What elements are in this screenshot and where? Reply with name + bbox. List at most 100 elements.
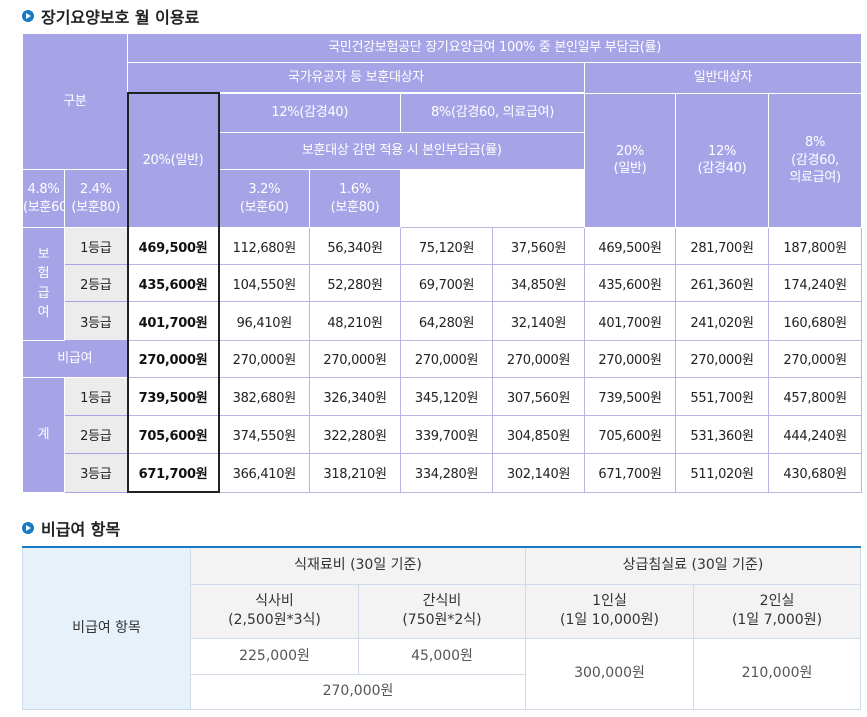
value-cell: 104,550원 [218, 264, 311, 303]
value-cell: 382,680원 [218, 376, 311, 417]
value-cell: 270,000원 [492, 339, 586, 378]
header-gen-12: 12% (감경40) [675, 92, 770, 229]
single-room-header: 1인실 (1일 10,000원) [525, 583, 694, 639]
value-cell: 339,700원 [400, 415, 494, 455]
value-cell: 531,360원 [675, 415, 770, 455]
value-cell: 374,550원 [218, 415, 311, 455]
value-cell: 75,120원 [400, 227, 494, 266]
value-cell: 705,600원 [126, 415, 220, 455]
value-cell: 326,340원 [309, 376, 402, 417]
table-row: 계 1등급 739,500원 382,680원 326,340원 345,120… [22, 376, 863, 493]
value-cell: 435,600원 [126, 264, 220, 303]
monthly-fee-table: 구분 국민건강보험공단 장기요양급여 100% 중 본인일부 부담금(률) 국가… [21, 32, 863, 494]
value-cell: 37,560원 [492, 227, 586, 266]
header-1-6: 1.6% (보훈80) [309, 169, 402, 229]
value-cell: 241,020원 [675, 301, 770, 341]
header-general: 일반대상자 [584, 61, 863, 94]
value-cell: 739,500원 [584, 376, 677, 417]
total-label: 계 [22, 376, 65, 493]
single-room-value: 300,000원 [525, 637, 694, 711]
non-benefit-table: 비급여 항목 식재료비 (30일 기준) 상급침실료 (30일 기준) 식사비(… [22, 546, 861, 711]
value-cell: 334,280원 [400, 453, 494, 493]
header-20-general: 20%(일반) [126, 92, 220, 229]
value-cell: 160,680원 [768, 301, 863, 341]
value-cell: 307,560원 [492, 376, 586, 417]
header-veterans: 국가유공자 등 보훈대상자 [127, 61, 586, 94]
value-cell: 261,360원 [675, 264, 770, 303]
header-veteran-reduction: 보훈대상 감면 적용 시 본인부담금(률) [218, 132, 586, 171]
header-gubun: 구분 [21, 32, 129, 171]
header-8-reduction: 8%(감경60, 의료급여) [400, 92, 586, 134]
grade-label: 3등급 [63, 301, 129, 341]
value-cell: 56,340원 [309, 227, 402, 266]
value-cell: 345,120원 [400, 376, 494, 417]
value-cell: 322,280원 [309, 415, 402, 455]
value-cell: 270,000원 [126, 339, 220, 378]
arrow-bullet-icon [22, 10, 34, 22]
table-row: 3등급 401,700원 96,410원 48,210원 64,280원 32,… [23, 301, 863, 341]
non-benefit-row-header: 비급여 항목 [22, 546, 191, 710]
header-gen-8: 8% (감경60, 의료급여) [768, 92, 863, 229]
value-cell: 69,700원 [400, 264, 494, 303]
grade-label: 1등급 [63, 227, 129, 266]
value-cell: 281,700원 [675, 227, 770, 266]
grade-label: 3등급 [63, 453, 129, 493]
value-cell: 270,000원 [309, 339, 402, 378]
header-4-8: 4.8%(보훈60) [22, 169, 65, 229]
value-cell: 112,680원 [218, 227, 311, 266]
value-cell: 270,000원 [584, 339, 677, 378]
value-cell: 270,000원 [768, 339, 863, 378]
arrow-bullet-icon [22, 522, 34, 534]
header-2-4: 2.4% (보훈80) [63, 169, 129, 229]
value-cell: 304,850원 [492, 415, 586, 455]
snack-value: 45,000원 [358, 637, 526, 675]
double-room-header: 2인실 (1일 7,000원) [693, 583, 861, 639]
value-cell: 457,800원 [768, 376, 863, 417]
grade-label: 1등급 [63, 376, 129, 417]
room-cost-header: 상급침실료 (30일 기준) [525, 546, 861, 585]
food-total-value: 270,000원 [190, 673, 526, 711]
value-cell: 52,280원 [309, 264, 402, 303]
value-cell: 64,280원 [400, 301, 494, 341]
section-title-text: 장기요양보호 월 이용료 [41, 8, 200, 27]
value-cell: 435,600원 [584, 264, 677, 303]
non-benefit-label: 비급여 [21, 339, 129, 378]
value-cell: 187,800원 [768, 227, 863, 266]
header-gen-20: 20% (일반) [584, 92, 677, 229]
value-cell: 270,000원 [675, 339, 770, 378]
value-cell: 34,850원 [492, 264, 586, 303]
table-row: 2등급 435,600원 104,550원 52,280원 69,700원 34… [23, 264, 863, 303]
value-cell: 469,500원 [126, 227, 220, 266]
food-cost-header: 식재료비 (30일 기준) [190, 546, 526, 585]
value-cell: 48,210원 [309, 301, 402, 341]
header-12-reduction: 12%(감경40) [218, 92, 402, 134]
value-cell: 671,700원 [126, 453, 220, 494]
value-cell: 401,700원 [126, 301, 220, 341]
double-room-value: 210,000원 [693, 637, 861, 711]
section-title-text: 비급여 항목 [41, 520, 121, 539]
grade-label: 2등급 [63, 415, 129, 455]
value-cell: 430,680원 [768, 453, 863, 493]
value-cell: 671,700원 [584, 453, 677, 493]
table-row: 2등급 705,600원 374,550원 322,280원 339,700원 … [23, 415, 863, 455]
table-row: 3등급 671,700원 366,410원 318,210원 334,280원 … [23, 453, 863, 494]
value-cell: 551,700원 [675, 376, 770, 417]
grade-label: 2등급 [63, 264, 129, 303]
table-row: 비급여 270,000원 270,000원 270,000원 270,000원 … [21, 339, 863, 378]
value-cell: 318,210원 [309, 453, 402, 493]
meal-header: 식사비 (2,500원*3식) [190, 583, 359, 639]
value-cell: 401,700원 [584, 301, 677, 341]
meal-value: 225,000원 [190, 637, 359, 675]
value-cell: 469,500원 [584, 227, 677, 266]
value-cell: 511,020원 [675, 453, 770, 493]
value-cell: 739,500원 [126, 376, 220, 417]
value-cell: 32,140원 [492, 301, 586, 341]
value-cell: 270,000원 [400, 339, 494, 378]
header-3-2: 3.2% (보훈60) [218, 169, 311, 229]
value-cell: 705,600원 [584, 415, 677, 455]
value-cell: 174,240원 [768, 264, 863, 303]
value-cell: 444,240원 [768, 415, 863, 455]
value-cell: 366,410원 [218, 453, 311, 493]
